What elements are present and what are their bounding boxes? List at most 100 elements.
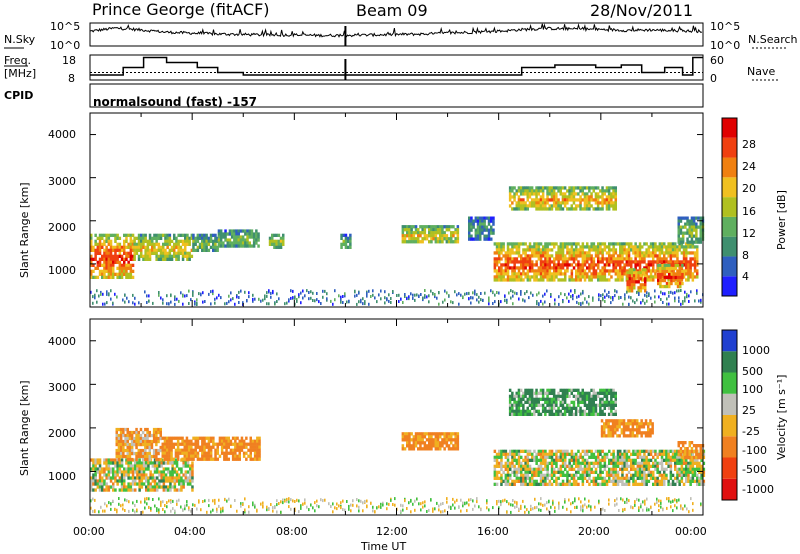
velocity-panel-cell: [539, 403, 543, 407]
velocity-panel-cell: [652, 482, 655, 486]
power-panel-cell: [434, 234, 438, 238]
power-panel-cell: [577, 204, 580, 208]
velocity-panel-cell: [574, 412, 578, 416]
velocity-panel-cell: [522, 394, 525, 398]
velocity-panel-cell: [669, 470, 673, 474]
velocity-panel-cell: [634, 473, 637, 477]
power-panel-cell: [561, 272, 565, 276]
power-panel-cell: [691, 278, 695, 282]
velocity-panel-cell: [247, 448, 250, 452]
power-panel-clutter: [540, 299, 542, 303]
power-panel-cell: [572, 195, 576, 199]
velocity-panel-cell: [495, 464, 499, 468]
power-panel-cell: [434, 237, 438, 241]
velocity-panel-cell: [689, 476, 692, 480]
velocity-panel-cell: [107, 470, 111, 474]
power-panel-clutter: [646, 294, 648, 298]
velocity-panel-cell: [528, 394, 532, 398]
power-panel-cell: [481, 219, 484, 223]
velocity-panel-cell: [524, 476, 527, 480]
velocity-panel-cell: [581, 467, 585, 471]
power-panel-cell: [164, 239, 167, 243]
power-panel-cell: [679, 281, 682, 286]
power-panel-cell: [112, 263, 115, 267]
velocity-panel-cell: [127, 461, 130, 465]
power-panel-clutter: [448, 294, 450, 298]
power-panel-cell: [586, 275, 589, 279]
power-panel-cell: [157, 242, 161, 246]
power-panel-cell: [677, 222, 680, 226]
velocity-panel-cell: [157, 448, 160, 453]
velocity-panel-cell: [94, 476, 97, 480]
power-panel-cell: [275, 233, 278, 237]
power-panel-cell: [109, 233, 113, 237]
velocity-panel-cell: [559, 482, 563, 486]
power-panel-cell: [530, 201, 534, 205]
power-panel-cell: [520, 257, 523, 261]
velocity-panel-cell: [517, 461, 521, 465]
velocity-panel-cell: [647, 452, 651, 456]
power-panel-cell: [472, 222, 475, 226]
power-panel-cell: [125, 233, 128, 237]
velocity-panel-cell: [665, 473, 668, 477]
power-panel-cell: [133, 242, 136, 246]
power-cbar-tick-4: 4: [742, 270, 749, 283]
velocity-panel-cell: [513, 464, 516, 468]
velocity-panel-cell: [700, 473, 703, 477]
power-panel-cell: [226, 232, 229, 236]
velocity-panel-cell: [456, 441, 460, 445]
power-panel-clutter: [432, 292, 434, 295]
power-panel-cell: [601, 192, 604, 196]
power-panel-cell: [586, 257, 589, 261]
power-panel-clutter: [542, 302, 544, 306]
power-panel-clutter: [614, 294, 616, 298]
power-panel-cell: [663, 269, 667, 274]
power-panel-cell: [524, 266, 527, 270]
power-panel-cell: [630, 257, 633, 261]
power-panel-cell: [641, 245, 644, 249]
velocity-panel-cell: [663, 470, 666, 474]
velocity-panel-cell: [145, 461, 148, 465]
velocity-panel-cell: [137, 448, 140, 453]
power-panel-clutter: [480, 292, 482, 295]
power-panel-clutter: [468, 297, 470, 301]
power-panel-cell: [564, 278, 567, 282]
power-panel-clutter: [492, 290, 494, 294]
velocity-panel-cell: [430, 438, 433, 442]
velocity-panel-cell: [660, 464, 664, 468]
velocity-panel-cell: [137, 454, 140, 459]
velocity-panel-cell: [231, 448, 235, 452]
power-panel-cell: [555, 242, 558, 246]
power-panel-cell: [109, 266, 113, 270]
power-panel-cell: [277, 242, 281, 246]
power-panel-cell: [614, 186, 617, 190]
power-panel-cell: [649, 263, 653, 267]
velocity-panel-cell: [533, 412, 536, 416]
velocity-panel-cell: [656, 464, 659, 468]
velocity-panel-cell: [583, 476, 587, 480]
power-panel-cell: [693, 263, 697, 267]
velocity-panel-cell: [643, 458, 646, 462]
velocity-panel-cell: [434, 444, 438, 448]
velocity-panel-cell: [544, 479, 547, 483]
velocity-panel-cell: [119, 454, 123, 459]
power-panel-cell: [594, 275, 598, 279]
velocity-panel-cell: [520, 449, 523, 453]
power-panel-cell: [559, 251, 563, 255]
velocity-panel-cell: [152, 439, 156, 444]
power-panel-cell: [146, 242, 150, 246]
power-panel-cell: [610, 248, 613, 252]
power-panel-cell: [559, 204, 562, 208]
velocity-panel-cell: [185, 442, 189, 446]
velocity-panel-cell: [122, 427, 125, 432]
power-panel-cell: [157, 236, 161, 240]
power-panel-clutter: [366, 292, 368, 295]
velocity-panel-cell: [698, 482, 701, 486]
power-panel-cell: [114, 260, 117, 264]
power-panel-clutter: [468, 291, 470, 295]
velocity-panel-cell: [550, 467, 554, 471]
velocity-panel-cell: [643, 455, 646, 459]
power-panel-cell: [237, 238, 240, 242]
power-panel-cell: [439, 234, 442, 238]
power-panel-cell: [637, 286, 640, 290]
